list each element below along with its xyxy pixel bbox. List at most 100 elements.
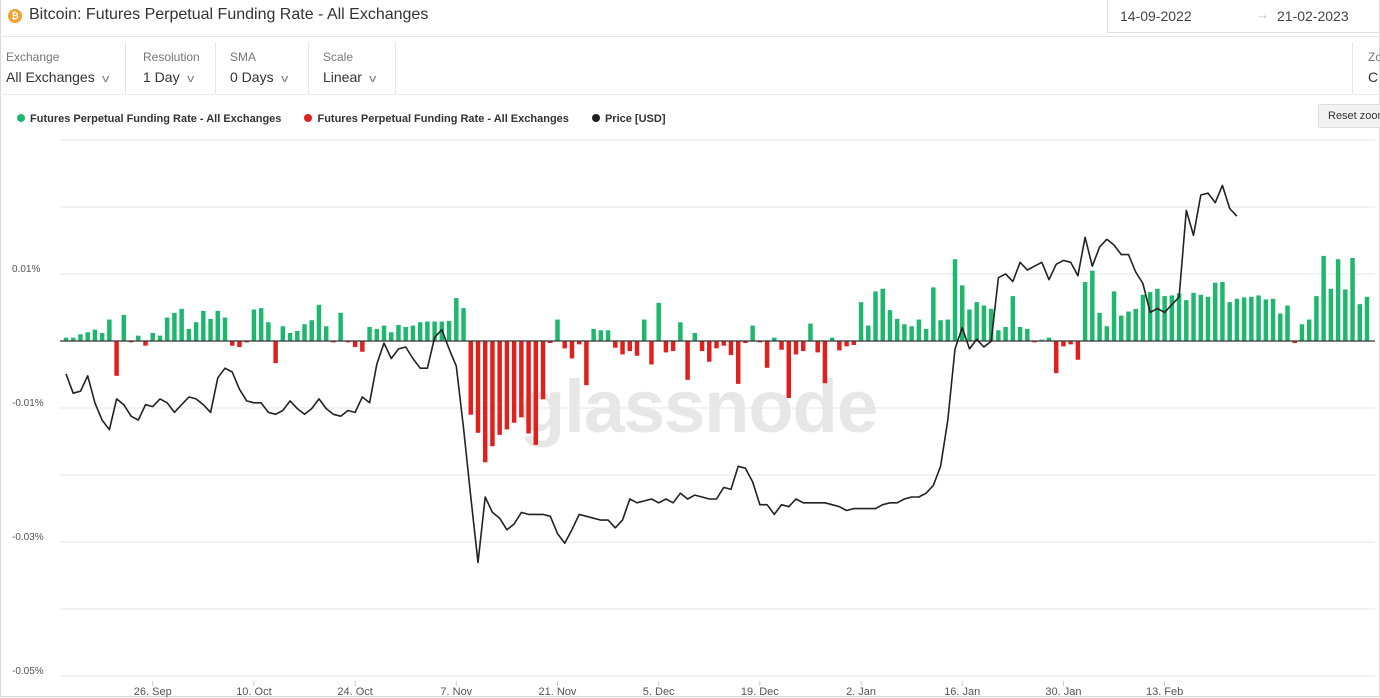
funding-rate-bar (345, 341, 351, 343)
funding-rate-bar (1212, 282, 1218, 341)
funding-rate-bar (909, 326, 914, 341)
funding-rate-bar (894, 318, 900, 341)
funding-rate-bar (287, 332, 293, 341)
funding-rate-bar (1140, 294, 1146, 341)
funding-rate-bar (1241, 297, 1247, 341)
funding-rate-bar (251, 309, 257, 341)
x-axis-tick-label: 19. Dec (741, 686, 779, 698)
sma-value-text: 0 Days (230, 69, 274, 85)
exchange-value[interactable]: All Exchanges v (6, 69, 109, 85)
funding-rate-bar (526, 341, 531, 434)
funding-rate-bar (1111, 291, 1117, 341)
funding-rate-bar (258, 308, 264, 341)
funding-rate-bar (1162, 296, 1167, 341)
funding-rate-bar (1357, 304, 1363, 341)
funding-rate-bar (678, 322, 683, 341)
funding-rate-bar (685, 341, 690, 380)
funding-rate-bar (1032, 341, 1037, 343)
funding-rate-bar (410, 325, 416, 341)
funding-rate-bar (121, 314, 127, 341)
funding-rate-bar (815, 341, 820, 353)
funding-rate-bar (938, 320, 943, 341)
legend-dot-green (17, 114, 25, 122)
chevron-down-icon: v (280, 73, 288, 85)
page-title: Bitcoin: Futures Perpetual Funding Rate … (29, 6, 429, 23)
funding-rate-bar (735, 341, 741, 384)
sma-select[interactable]: SMA 0 Days v (215, 42, 309, 94)
zoom-label: Zo (1368, 50, 1380, 64)
funding-rate-bar (1061, 341, 1066, 347)
funding-rate-bar (981, 305, 987, 341)
funding-rate-bar (721, 341, 726, 346)
chart-legend: Futures Perpetual Funding Rate - All Exc… (17, 113, 686, 127)
funding-rate-bar (1321, 255, 1326, 341)
funding-rate-bar (743, 341, 748, 344)
funding-rate-bar (613, 341, 618, 348)
scale-select[interactable]: Scale Linear v (308, 42, 396, 94)
funding-rate-bar (208, 318, 213, 341)
funding-rate-bar (1278, 313, 1283, 341)
resolution-label: Resolution (143, 50, 200, 64)
legend-item-price[interactable]: Price [USD] (591, 113, 666, 125)
funding-rate-bar (634, 341, 640, 356)
funding-rate-bar (858, 302, 864, 341)
exchange-label: Exchange (6, 50, 60, 64)
funding-rate-bar (692, 332, 698, 341)
zoom-select[interactable]: Zo C (1352, 42, 1380, 94)
date-from-input[interactable]: 14-09-2022 (1120, 8, 1192, 24)
funding-rate-bar (829, 337, 835, 341)
funding-rate-bar (309, 320, 314, 341)
funding-rate-bar (323, 326, 329, 341)
funding-rate-bar (244, 341, 249, 343)
funding-rate-bar (1364, 296, 1370, 341)
funding-rate-bar (757, 341, 763, 343)
x-axis-tick-label: 24. Oct (337, 686, 372, 698)
funding-rate-bar (1285, 305, 1290, 341)
funding-rate-bar (1046, 337, 1052, 341)
funding-rate-bar (179, 308, 184, 341)
funding-rate-bar (555, 319, 560, 341)
funding-rate-bar (548, 341, 553, 344)
zoom-value[interactable]: C (1368, 69, 1379, 85)
funding-rate-bar (540, 341, 546, 400)
sma-value[interactable]: 0 Days v (230, 69, 288, 85)
funding-rate-bar (844, 341, 849, 347)
resolution-select[interactable]: Resolution 1 Day v (126, 42, 216, 94)
funding-rate-bar (1205, 296, 1211, 341)
funding-rate-bar (988, 308, 994, 341)
resolution-value-text: 1 Day (143, 69, 180, 85)
date-range-picker[interactable]: 14-09-2022 → 21-02-2023 (1107, 0, 1380, 33)
funding-rate-bar (772, 337, 777, 341)
funding-rate-bar (360, 341, 365, 352)
funding-rate-bar (1335, 259, 1341, 341)
funding-rate-bar (605, 330, 611, 341)
funding-rate-bar (143, 341, 148, 346)
funding-rate-bar (352, 341, 358, 348)
funding-rate-bar (851, 341, 857, 346)
controls-bar: Exchange All Exchanges v Resolution 1 Day… (0, 42, 1380, 95)
legend-item-funding-positive[interactable]: Futures Perpetual Funding Rate - All Exc… (17, 113, 281, 125)
funding-rate-bar (699, 341, 705, 352)
x-axis-tick-label: 16. Jan (944, 686, 980, 698)
funding-rate-bar (1256, 295, 1261, 341)
funding-rate-bar (482, 341, 488, 463)
funding-rate-bar (1126, 311, 1131, 341)
funding-rate-bar (136, 335, 141, 341)
funding-rate-bar (114, 341, 119, 376)
watermark: glassnode (520, 365, 877, 448)
funding-rate-bar (764, 341, 770, 368)
reset-zoom-button[interactable]: Reset zoom (1318, 104, 1380, 128)
scale-value[interactable]: Linear v (323, 69, 376, 85)
funding-rate-bar (215, 310, 221, 341)
x-axis-tick-label: 26. Sep (134, 686, 172, 698)
legend-item-funding-negative[interactable]: Futures Perpetual Funding Rate - All Exc… (304, 113, 569, 125)
funding-rate-bar (475, 341, 481, 433)
date-to-input[interactable]: 21-02-2023 (1277, 8, 1349, 24)
funding-rate-bar (800, 341, 806, 352)
exchange-select[interactable]: Exchange All Exchanges v (0, 42, 126, 94)
y-axis-tick-label: -0.05% (12, 666, 44, 677)
resolution-value[interactable]: 1 Day v (143, 69, 194, 85)
funding-rate-bar (237, 341, 242, 348)
funding-rate-bar (569, 341, 575, 359)
funding-rate-bar (1249, 296, 1254, 341)
